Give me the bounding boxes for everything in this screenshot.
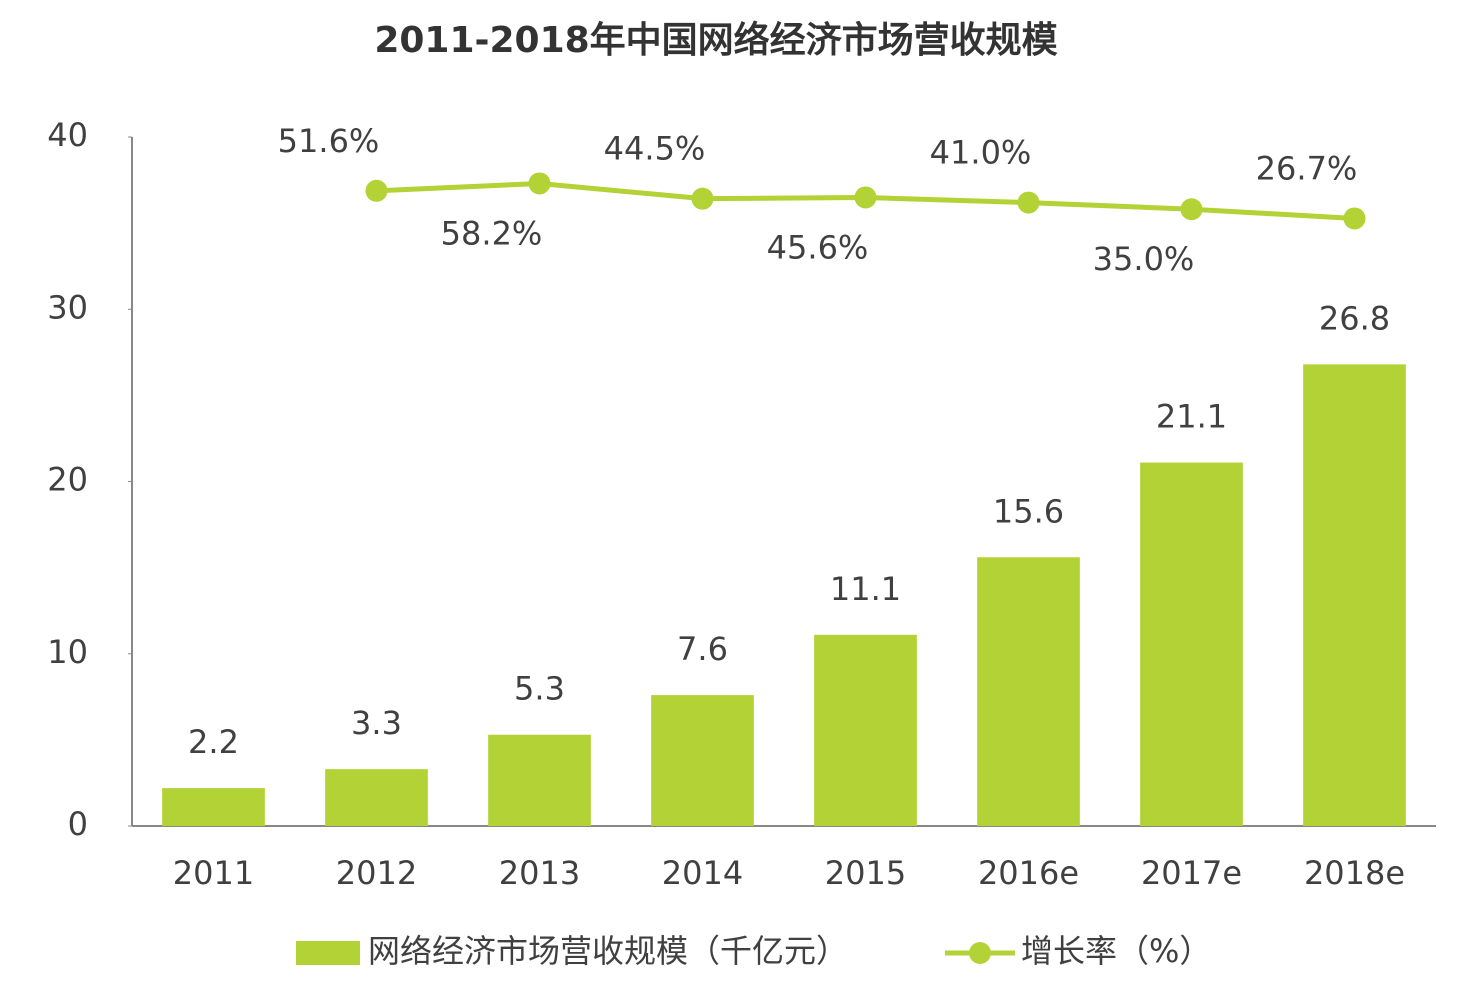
growth-point <box>365 179 388 202</box>
x-tick-label: 2015 <box>825 854 906 892</box>
bar <box>1140 462 1243 826</box>
growth-value-label: 44.5% <box>604 130 706 168</box>
y-tick-label: 0 <box>68 805 88 843</box>
legend-label: 增长率（%） <box>1021 932 1211 970</box>
growth-point <box>1343 207 1366 230</box>
growth-point <box>691 187 714 210</box>
y-tick-label: 30 <box>47 288 88 326</box>
growth-point <box>1180 198 1203 221</box>
growth-value-label: 35.0% <box>1093 240 1195 278</box>
x-tick-label: 2011 <box>173 854 254 892</box>
growth-point <box>528 172 551 195</box>
legend-swatch-point <box>969 942 991 964</box>
bar-value-label: 11.1 <box>830 570 901 608</box>
growth-point <box>854 186 877 209</box>
chart-title: 2011-2018年中国网络经济市场营收规模 <box>374 19 1057 61</box>
bar-value-label: 26.8 <box>1319 299 1390 337</box>
bar <box>814 634 917 826</box>
x-tick-label: 2013 <box>499 854 580 892</box>
bar <box>325 769 428 826</box>
y-tick-label: 40 <box>47 116 88 154</box>
y-tick-label: 10 <box>47 633 88 671</box>
x-tick-label: 2012 <box>336 854 417 892</box>
growth-point <box>1017 191 1040 214</box>
x-tick-label: 2018e <box>1304 854 1405 892</box>
growth-value-label: 45.6% <box>767 228 869 266</box>
bar <box>651 695 754 826</box>
bar <box>1303 364 1406 826</box>
bar <box>977 557 1080 826</box>
growth-value-label: 41.0% <box>930 134 1032 172</box>
bar <box>162 788 265 826</box>
bar-value-label: 2.2 <box>188 723 239 761</box>
legend-swatch <box>296 941 360 965</box>
y-tick-label: 20 <box>47 461 88 499</box>
x-tick-label: 2017e <box>1141 854 1242 892</box>
legend-label: 网络经济市场营收规模（千亿元） <box>368 932 848 970</box>
growth-value-label: 58.2% <box>441 214 543 252</box>
x-tick-label: 2014 <box>662 854 743 892</box>
bar-value-label: 3.3 <box>351 704 402 742</box>
bar-value-label: 15.6 <box>993 492 1064 530</box>
growth-value-label: 26.7% <box>1256 149 1358 187</box>
x-tick-label: 2016e <box>978 854 1079 892</box>
bar-value-label: 21.1 <box>1156 398 1227 436</box>
bar-value-label: 5.3 <box>514 670 565 708</box>
growth-value-label: 51.6% <box>278 122 380 160</box>
bar-value-label: 7.6 <box>677 630 728 668</box>
bar <box>488 734 591 826</box>
